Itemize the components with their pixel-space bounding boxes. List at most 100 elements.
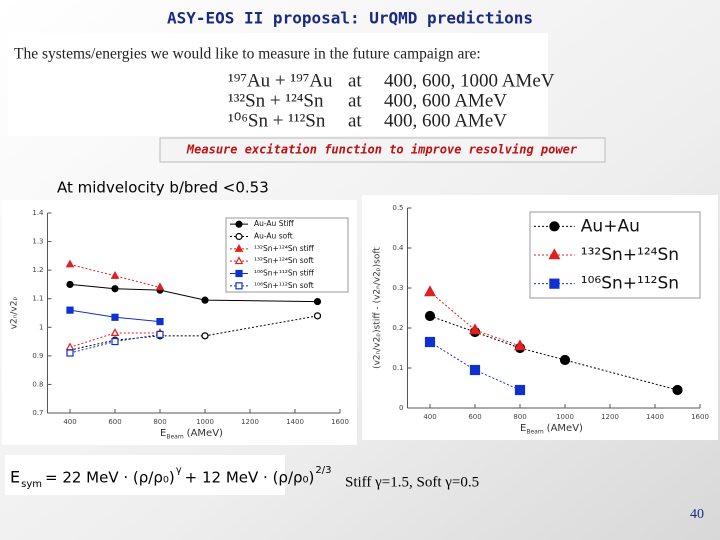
x-tick-label: 1600 <box>691 413 709 421</box>
x-tick-label: 1400 <box>646 413 664 421</box>
marker <box>313 312 322 320</box>
x-tick-label: 600 <box>468 413 481 421</box>
y-tick-label: 0.4 <box>392 244 404 252</box>
legend-marker <box>549 278 560 289</box>
y-tick-label: 0.5 <box>392 204 403 212</box>
banner-box <box>159 137 606 163</box>
x-tick-label: 1400 <box>286 418 304 426</box>
x-tick-label: 1000 <box>556 413 574 421</box>
y-tick-label: 1.4 <box>32 209 44 217</box>
system: ¹⁰⁶Sn + ¹¹²Sn <box>228 110 326 131</box>
legend-label: ¹³²Sn+¹²⁴Sn stiff <box>254 244 315 253</box>
series-line <box>69 263 161 288</box>
x-axis-label: E <box>160 428 166 439</box>
y-tick-label: 0.1 <box>392 364 403 372</box>
series-line <box>69 333 161 354</box>
marker <box>201 332 209 340</box>
x-axis-label: Beam <box>166 434 183 441</box>
legend-marker <box>235 269 243 278</box>
legend-label: ¹⁰⁶Sn+¹¹²Sn stiff <box>254 269 315 278</box>
x-tick-label: 400 <box>423 413 436 421</box>
legend-label: Au+Au <box>581 216 640 236</box>
y-tick-label: 0.8 <box>32 380 43 388</box>
marker <box>156 330 164 339</box>
y-tick-label: 0.9 <box>32 352 43 360</box>
marker <box>424 336 436 348</box>
x-tick-label: 1200 <box>241 418 259 426</box>
marker <box>66 306 74 314</box>
legend-box <box>225 217 349 293</box>
y-tick-label: 1.1 <box>32 295 43 303</box>
legend-label: ¹³²Sn+¹²⁴Sn soft <box>254 256 314 265</box>
banner: Measure excitation function to improve r… <box>186 143 578 157</box>
marker <box>66 280 74 289</box>
legend-marker <box>234 243 244 252</box>
y-tick-label: 0.2 <box>392 324 403 332</box>
marker <box>110 271 120 279</box>
energies: 400, 600 AMeV <box>384 110 507 131</box>
marker <box>559 354 571 366</box>
marker <box>111 337 119 346</box>
legend-label: Au-Au Stiff <box>254 219 294 228</box>
note: Stiff γ=1.5, Soft γ=0.5 <box>345 474 479 490</box>
energies: 400, 600, 1000 AMeV <box>384 70 555 91</box>
formula-part: sym <box>21 479 42 490</box>
y-tick-label: 0 <box>399 404 403 412</box>
y-tick-label: 1.2 <box>32 266 43 274</box>
subtitle: At midvelocity b/bred <0.53 <box>57 179 269 197</box>
marker <box>110 328 120 336</box>
proposal-box <box>8 33 548 136</box>
at: at <box>348 90 362 111</box>
energies: 400, 600 AMeV <box>384 90 507 111</box>
y-axis-label: v2ₙ/v2ₚ <box>10 297 20 330</box>
marker <box>469 364 481 376</box>
formula-part: + 12 MeV · (ρ/ρ₀) <box>185 469 315 487</box>
marker <box>111 285 119 293</box>
marker <box>672 384 683 396</box>
legend-marker <box>235 282 243 290</box>
x-tick-label: 1600 <box>331 418 349 426</box>
x-tick-label: 800 <box>153 418 166 426</box>
marker <box>65 259 75 268</box>
y-tick-label: 0.3 <box>392 284 403 292</box>
y-tick-label: 0.7 <box>32 409 43 417</box>
marker <box>514 339 526 351</box>
x-tick-label: 400 <box>63 418 76 426</box>
page-number: 40 <box>690 507 704 522</box>
marker <box>201 296 209 304</box>
x-axis-label: (AMeV) <box>547 423 583 434</box>
series-line <box>429 315 678 391</box>
system: ¹⁹⁷Au + ¹⁹⁷Au <box>228 70 333 91</box>
legend-label: ¹⁰⁶Sn+¹¹²Sn soft <box>254 281 314 290</box>
marker <box>66 349 74 357</box>
system: ¹³²Sn + ¹²⁴Sn <box>228 90 324 111</box>
formula-part: E <box>10 468 20 487</box>
marker <box>469 323 481 335</box>
legend-marker <box>549 221 560 232</box>
at: at <box>348 110 362 131</box>
legend-label: ¹⁰⁶Sn+¹¹²Sn <box>581 274 679 294</box>
x-axis-label: (AMeV) <box>187 428 223 439</box>
x-tick-label: 1200 <box>601 413 619 421</box>
slide-title: ASY-EOS II proposal: UrQMD predictions <box>167 9 533 28</box>
formula-part: 2/3 <box>315 465 331 476</box>
at: at <box>348 70 362 91</box>
formula-part: = 22 MeV · (ρ/ρ₀) <box>45 469 175 487</box>
x-tick-label: 600 <box>108 418 121 426</box>
marker <box>424 310 436 322</box>
legend-marker <box>235 232 243 241</box>
marker <box>156 317 164 326</box>
formula-part: γ <box>176 465 182 476</box>
y-tick-label: 1.3 <box>32 238 43 246</box>
x-axis-label: E <box>520 423 526 434</box>
marker <box>313 297 322 306</box>
y-tick-label: 1 <box>39 323 43 331</box>
marker <box>111 313 119 321</box>
legend-label: ¹³²Sn+¹²⁴Sn <box>581 245 679 265</box>
legend-marker <box>234 256 244 265</box>
marker <box>155 282 165 291</box>
formula: E sym = 22 MeV · (ρ/ρ₀) γ + 12 MeV · (ρ/… <box>10 465 332 490</box>
y-axis-label: (v2ₙ/v2ₚ)stiff - (v2ₙ/v2ₚ)soft <box>373 247 383 369</box>
